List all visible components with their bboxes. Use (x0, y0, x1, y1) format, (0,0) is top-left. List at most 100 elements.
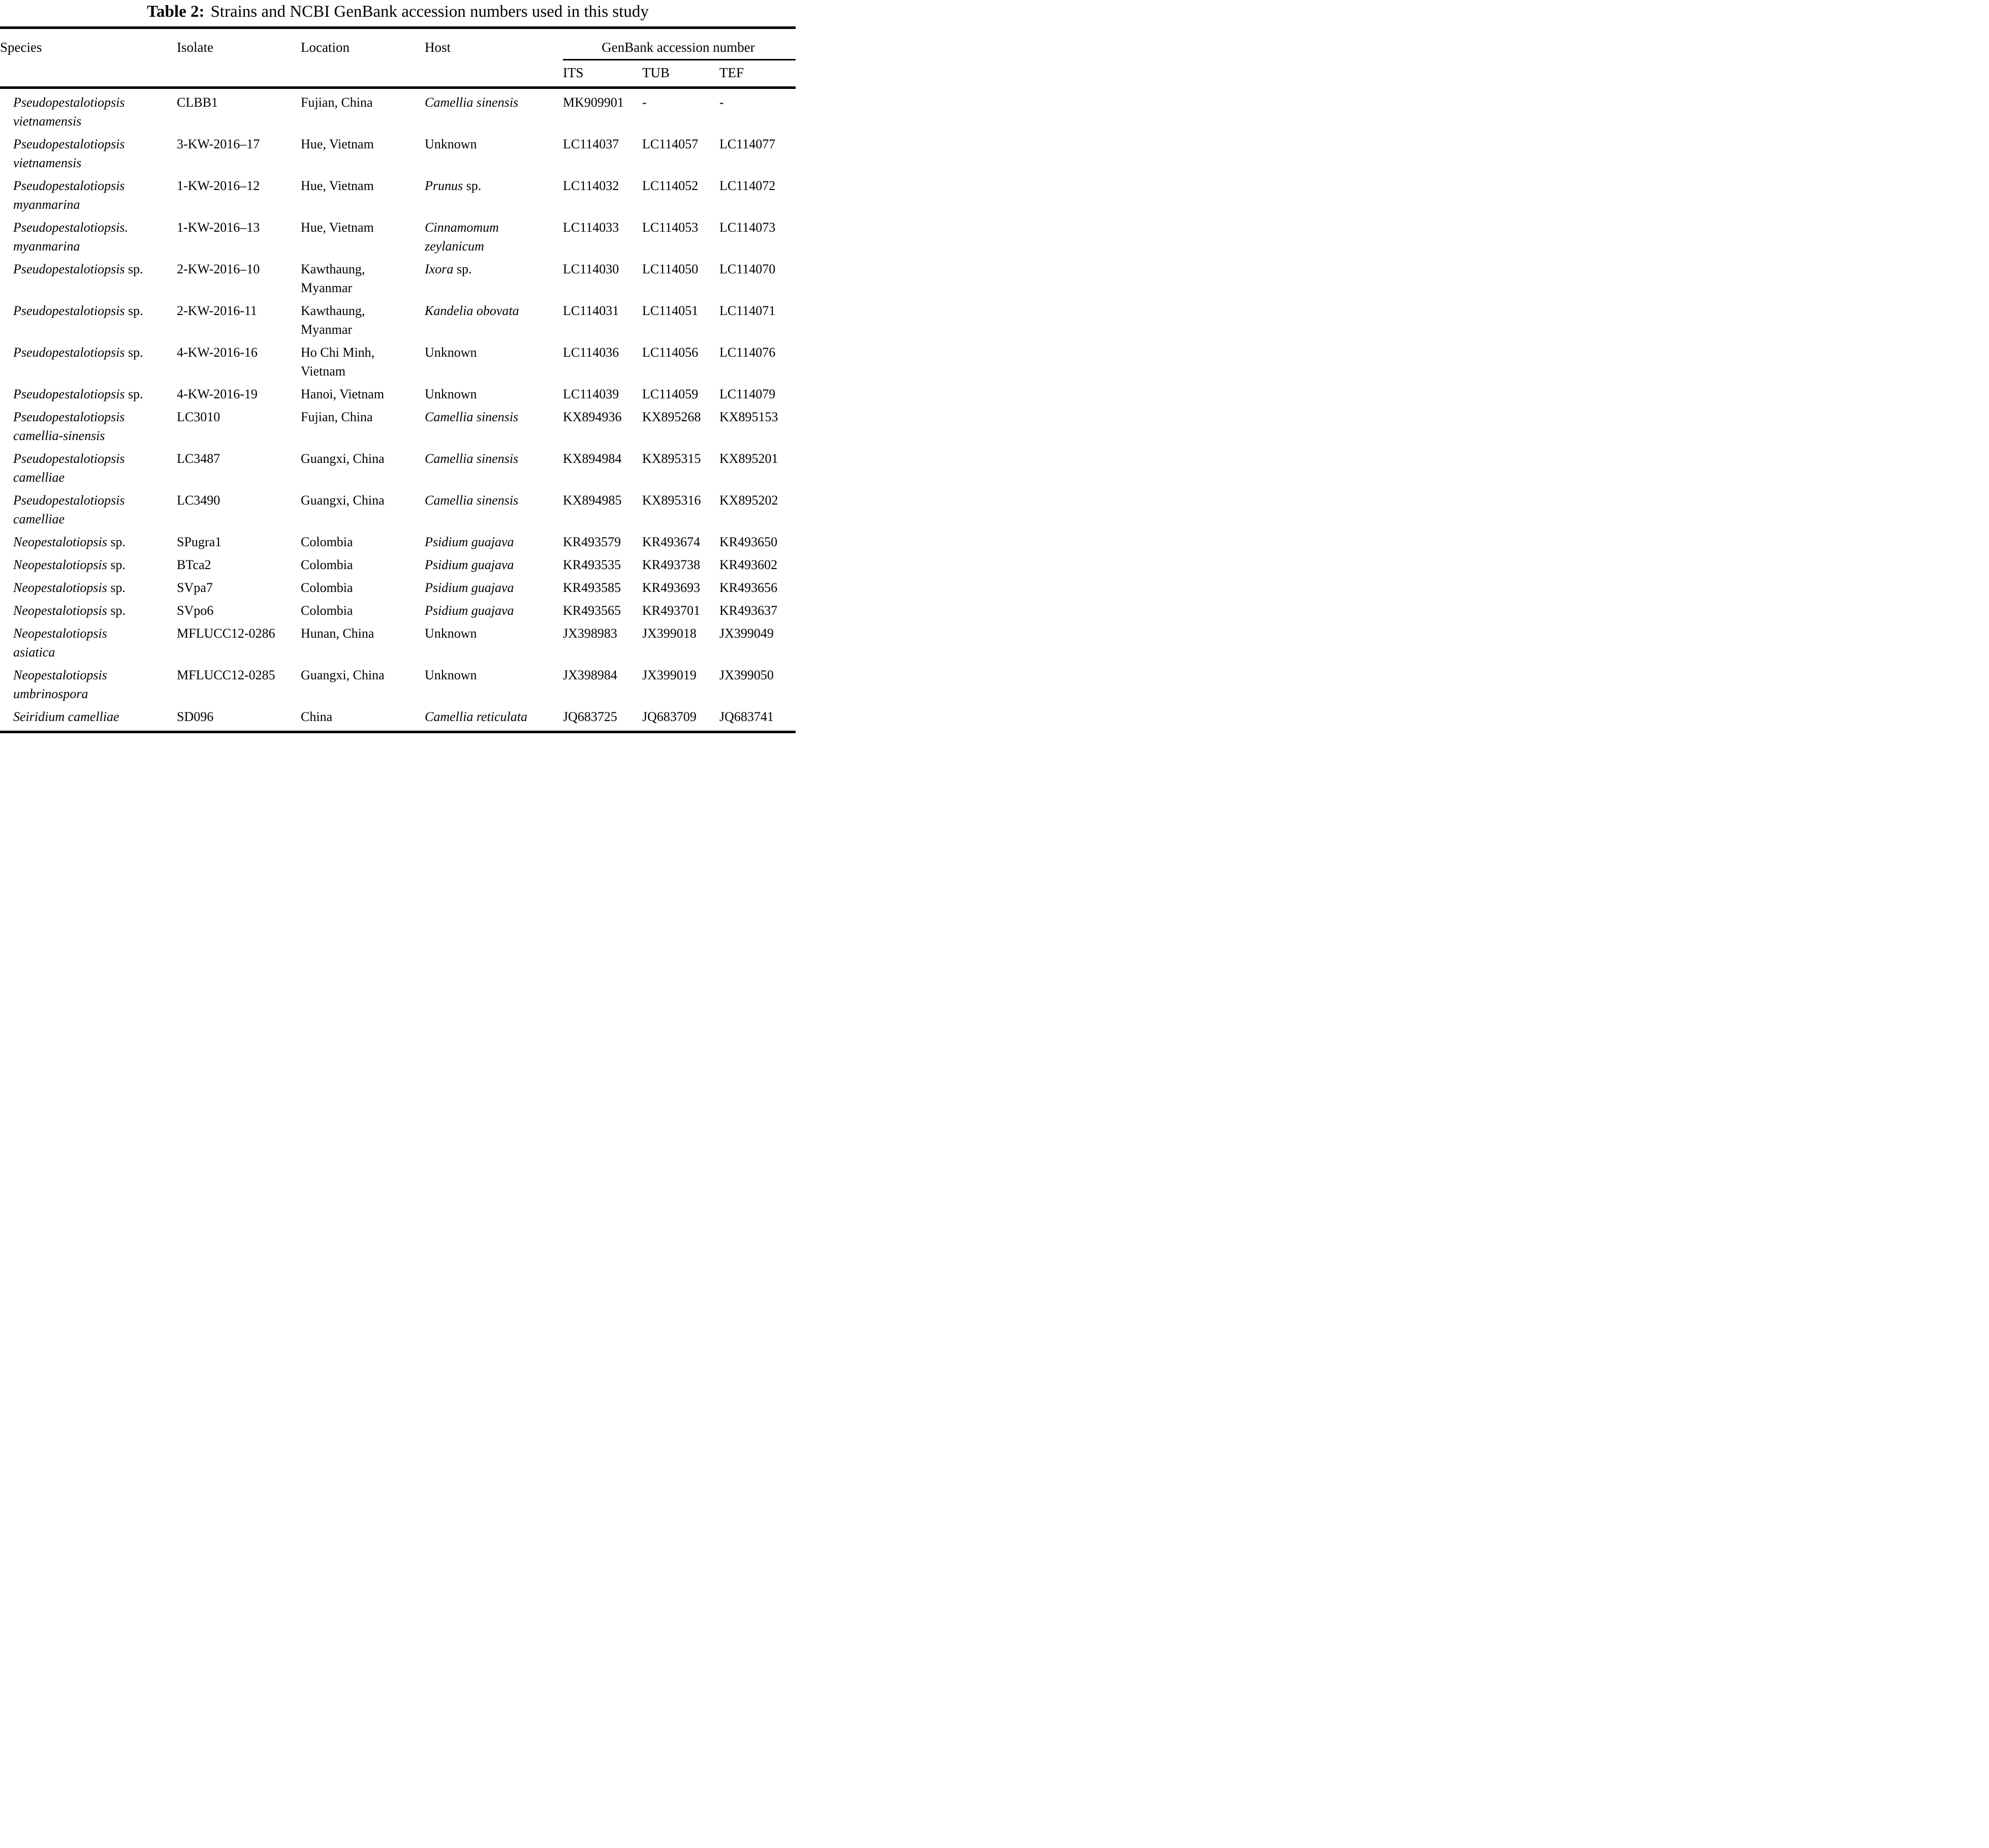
cell-tef-text: LC114072 (719, 178, 776, 193)
cell-its: LC114036 (563, 339, 642, 381)
cell-host-text: Psidium guajava (425, 580, 514, 595)
cell-species: Seiridium camelliae (0, 703, 177, 733)
cell-tef-text: KX895153 (719, 410, 778, 424)
cell-its-text: LC114030 (563, 262, 619, 276)
cell-isolate-text: CLBB1 (177, 95, 218, 110)
table-row: Pseudopestalotiopsis sp. 2-KW-2016-11 Kawt… (0, 297, 796, 339)
col-header-host: Host (425, 40, 451, 55)
cell-species: Pseudopestalotiopsis camelliae (0, 445, 177, 487)
cell-host: Camellia sinensis (425, 403, 563, 445)
cell-isolate-text: 1-KW-2016–12 (177, 178, 260, 193)
cell-location: Guangxi, China (301, 445, 425, 487)
cell-location: Guangxi, China (301, 662, 425, 703)
cell-location-text: Colombia (301, 557, 353, 572)
cell-isolate: SVpa7 (177, 574, 301, 597)
cell-tub: JX399019 (642, 662, 719, 703)
strains-table: Species Isolate Location Host GenBank ac… (0, 26, 796, 733)
paper-table-page: Table 2: Strains and NCBI GenBank accessi… (0, 0, 796, 739)
cell-host-text: Unknown (425, 387, 477, 401)
cell-its-text: KR493535 (563, 557, 621, 572)
cell-tub: LC114056 (642, 339, 719, 381)
cell-host: Psidium guajava (425, 574, 563, 597)
cell-species-text: Pseudopestalotiopsis (13, 262, 125, 276)
cell-isolate: CLBB1 (177, 88, 301, 131)
cell-isolate-text: 4-KW-2016-16 (177, 345, 258, 360)
col-header-location: Location (301, 40, 350, 55)
cell-its-text: MK909901 (563, 95, 624, 110)
cell-species-text: sp. (107, 603, 126, 618)
cell-host-text: Psidium guajava (425, 557, 514, 572)
cell-location: Ho Chi Minh, Vietnam (301, 339, 425, 381)
cell-species-text: Seiridium camelliae (13, 709, 119, 724)
cell-its: LC114039 (563, 381, 642, 403)
cell-host-text: Unknown (425, 137, 477, 151)
cell-tub-text: JX399018 (642, 626, 697, 641)
cell-isolate: 1-KW-2016–13 (177, 214, 301, 256)
header-spacer (0, 59, 177, 89)
cell-tef: KX895153 (719, 403, 796, 445)
cell-its-text: LC114033 (563, 220, 619, 235)
cell-isolate-text: 4-KW-2016-19 (177, 387, 258, 401)
cell-tef: LC114070 (719, 256, 796, 297)
cell-host: Unknown (425, 620, 563, 662)
cell-tef-text: JX399050 (719, 668, 774, 682)
header-spacer (301, 59, 425, 89)
cell-tef: KX895201 (719, 445, 796, 487)
cell-host-text: Camellia sinensis (425, 493, 519, 508)
cell-host: Kandelia obovata (425, 297, 563, 339)
cell-species-text: Neopestalotiopsis (13, 557, 107, 572)
cell-tub: LC114051 (642, 297, 719, 339)
cell-tef-text: KX895202 (719, 493, 778, 508)
header-spacer (425, 59, 563, 89)
table-row: Pseudopestalotiopsis vietnamensis 3-KW-20… (0, 131, 796, 172)
table-row: Pseudopestalotiopsis camellia-sinensis LC… (0, 403, 796, 445)
cell-location-text: Guangxi, China (301, 668, 385, 682)
cell-tef-text: LC114073 (719, 220, 776, 235)
table-title: Table 2: Strains and NCBI GenBank accessi… (0, 0, 796, 26)
cell-tef: JX399049 (719, 620, 796, 662)
cell-tef-text: - (719, 95, 724, 110)
cell-its-text: KX894984 (563, 451, 622, 466)
cell-tub: KR493674 (642, 528, 719, 551)
cell-location-text: China (301, 709, 333, 724)
cell-its-text: KR493585 (563, 580, 621, 595)
cell-location-text: Colombia (301, 535, 353, 549)
cell-species-text: sp. (124, 387, 143, 401)
table-row: Pseudopestalotiopsis myanmarina 1-KW-2016… (0, 172, 796, 214)
cell-tef-text: JQ683741 (719, 709, 774, 724)
cell-tub-text: KR493674 (642, 535, 701, 549)
cell-host-text: Psidium guajava (425, 603, 514, 618)
cell-tef: KR493637 (719, 597, 796, 620)
table-row: Neopestalotiopsis sp. SPugra1 Colombia Psid… (0, 528, 796, 551)
cell-isolate-text: BTca2 (177, 557, 211, 572)
cell-tub: LC114052 (642, 172, 719, 214)
cell-its-text: KR493565 (563, 603, 621, 618)
cell-isolate-text: LC3010 (177, 410, 220, 424)
cell-tef: - (719, 88, 796, 131)
cell-tef-text: KX895201 (719, 451, 778, 466)
cell-tef: JQ683741 (719, 703, 796, 733)
cell-host-text: Kandelia obovata (425, 303, 519, 318)
cell-isolate-text: SVpa7 (177, 580, 213, 595)
header-row-genbank: ITS TUB TEF (0, 59, 796, 89)
cell-host: Prunus sp. (425, 172, 563, 214)
cell-isolate-text: MFLUCC12-0286 (177, 626, 275, 641)
cell-isolate: 4-KW-2016-16 (177, 339, 301, 381)
cell-location: Hue, Vietnam (301, 131, 425, 172)
cell-location-text: Colombia (301, 580, 353, 595)
cell-host: Camellia reticulata (425, 703, 563, 733)
cell-isolate: 2-KW-2016–10 (177, 256, 301, 297)
cell-isolate: 3-KW-2016–17 (177, 131, 301, 172)
cell-isolate: LC3487 (177, 445, 301, 487)
cell-tub: KX895315 (642, 445, 719, 487)
cell-location-text: Fujian, China (301, 410, 373, 424)
cell-species-text: Neopestalotiopsis (13, 580, 107, 595)
cell-isolate-text: 3-KW-2016–17 (177, 137, 260, 151)
cell-host: Unknown (425, 662, 563, 703)
cell-species-text: Pseudopestalotiopsis. myanmarina (13, 220, 129, 254)
cell-host-text: Cinnamomum zeylanicum (425, 220, 499, 254)
cell-species: Pseudopestalotiopsis camellia-sinensis (0, 403, 177, 445)
table-row: Pseudopestalotiopsis. myanmarina 1-KW-201… (0, 214, 796, 256)
table-row: Pseudopestalotiopsis sp. 2-KW-2016–10 Kawt… (0, 256, 796, 297)
cell-species-text: sp. (124, 303, 143, 318)
